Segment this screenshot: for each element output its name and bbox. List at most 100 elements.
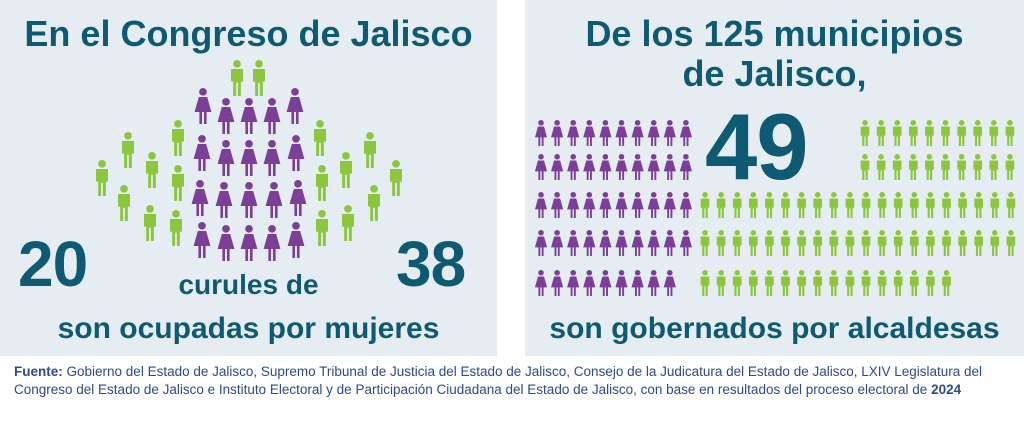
man-icon	[926, 230, 935, 256]
woman-icon	[193, 222, 211, 258]
man-icon	[942, 230, 951, 256]
man-icon	[893, 270, 903, 296]
woman-icon	[663, 154, 676, 180]
man-icon	[876, 120, 886, 146]
man-icon	[316, 210, 328, 246]
woman-icon	[534, 120, 548, 146]
woman-icon	[583, 230, 596, 256]
man-icon	[748, 192, 758, 218]
source-label: Fuente:	[14, 364, 63, 379]
woman-icon	[551, 120, 564, 146]
woman-icon	[265, 182, 283, 218]
woman-icon	[534, 192, 548, 218]
man-icon	[957, 120, 966, 146]
woman-icon	[583, 154, 596, 180]
man-icon	[364, 132, 376, 168]
man-icon	[314, 120, 326, 156]
municipalities-panel: De los 125 municipios de Jalisco, 49 son…	[525, 0, 1024, 356]
man-icon	[1005, 154, 1015, 180]
woman-icon	[599, 120, 612, 146]
man-icon	[390, 160, 402, 196]
man-icon	[908, 120, 918, 146]
man-icon	[989, 120, 999, 146]
man-icon	[732, 270, 742, 296]
woman-icon	[647, 192, 660, 218]
man-icon	[926, 192, 935, 218]
woman-icon	[287, 135, 305, 171]
man-icon	[342, 205, 354, 241]
man-icon	[765, 230, 774, 256]
woman-icon	[567, 192, 580, 218]
man-icon	[797, 230, 806, 256]
man-icon	[316, 165, 328, 201]
man-icon	[700, 192, 710, 218]
man-icon	[748, 270, 758, 296]
woman-icon	[217, 225, 235, 261]
man-icon	[942, 192, 951, 218]
man-icon	[118, 185, 130, 221]
woman-icon	[551, 154, 564, 180]
man-icon	[909, 270, 919, 296]
man-icon	[797, 270, 806, 296]
man-icon	[876, 154, 886, 180]
woman-icon	[663, 192, 676, 218]
woman-icon	[567, 230, 580, 256]
man-icon	[973, 154, 983, 180]
woman-icon	[631, 270, 644, 296]
woman-icon	[193, 135, 211, 171]
man-icon	[877, 230, 887, 256]
municipalities-title-line1: De los 125 municipios	[585, 13, 964, 54]
man-icon	[845, 192, 855, 218]
woman-icon	[679, 192, 692, 218]
woman-icon	[567, 270, 580, 296]
man-icon	[732, 192, 742, 218]
congress-bottom-text: son ocupadas por mujeres	[57, 312, 440, 345]
man-icon	[860, 120, 870, 146]
man-icon	[908, 154, 918, 180]
woman-icon	[631, 230, 644, 256]
woman-icon	[240, 140, 258, 176]
woman-icon	[663, 270, 676, 296]
woman-icon	[599, 230, 612, 256]
man-icon	[829, 270, 839, 296]
man-icon	[941, 120, 950, 146]
man-icon	[958, 192, 967, 218]
man-icon	[231, 60, 243, 96]
man-icon	[96, 160, 108, 196]
man-icon	[941, 154, 950, 180]
municipalities-pictogram	[534, 120, 1016, 296]
woman-icon	[583, 270, 596, 296]
woman-icon	[263, 98, 281, 134]
man-icon	[781, 230, 790, 256]
man-icon	[1006, 230, 1016, 256]
municipalities-title-line2: de Jalisco,	[682, 53, 867, 94]
man-icon	[974, 230, 984, 256]
women-seats-number: 20	[18, 228, 88, 300]
woman-icon	[534, 154, 548, 180]
man-icon	[974, 192, 984, 218]
woman-icon	[551, 270, 564, 296]
man-icon	[172, 165, 184, 201]
woman-icon	[534, 270, 548, 296]
man-icon	[861, 192, 871, 218]
man-icon	[144, 205, 156, 241]
woman-icon	[647, 270, 660, 296]
woman-icon	[583, 120, 596, 146]
woman-icon	[615, 192, 628, 218]
man-icon	[716, 230, 726, 256]
congress-seat-pictogram	[96, 60, 402, 261]
woman-icon	[289, 180, 307, 216]
man-icon	[1005, 120, 1015, 146]
woman-icon	[263, 140, 281, 176]
man-icon	[845, 230, 855, 256]
man-icon	[172, 120, 184, 156]
woman-icon	[215, 182, 233, 218]
woman-icon	[647, 120, 660, 146]
man-icon	[909, 230, 919, 256]
man-icon	[861, 230, 871, 256]
woman-icon	[240, 98, 258, 134]
man-icon	[942, 270, 951, 296]
man-icon	[700, 230, 710, 256]
woman-icon	[647, 154, 660, 180]
man-icon	[957, 154, 966, 180]
